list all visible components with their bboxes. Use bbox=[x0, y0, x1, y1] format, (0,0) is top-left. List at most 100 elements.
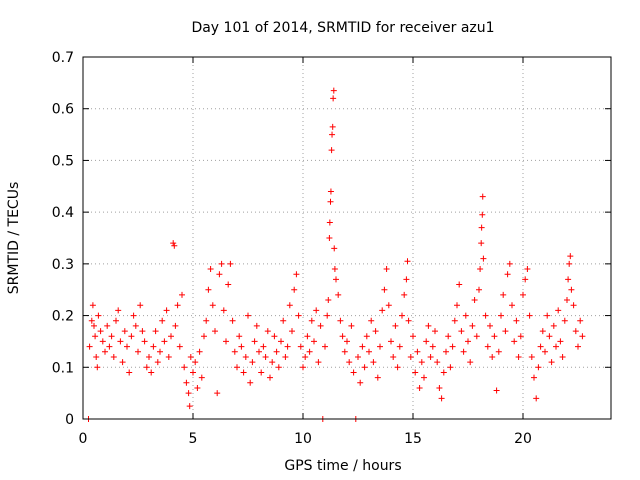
data-point bbox=[434, 359, 441, 366]
data-point bbox=[275, 364, 282, 371]
data-point bbox=[170, 240, 177, 247]
data-point bbox=[171, 242, 178, 249]
data-point bbox=[348, 322, 355, 329]
data-point bbox=[119, 359, 126, 366]
data-point bbox=[121, 328, 128, 335]
data-point bbox=[124, 343, 130, 350]
data-point bbox=[141, 338, 148, 345]
data-point bbox=[467, 359, 474, 366]
data-point bbox=[214, 390, 221, 397]
data-point bbox=[564, 297, 570, 304]
data-point bbox=[93, 353, 100, 360]
data-point bbox=[570, 302, 577, 309]
data-point bbox=[414, 348, 421, 355]
data-point bbox=[465, 338, 471, 345]
data-point bbox=[368, 317, 375, 324]
data-point bbox=[479, 211, 486, 218]
data-point bbox=[539, 328, 546, 335]
data-point bbox=[344, 338, 350, 345]
data-point bbox=[477, 266, 484, 273]
data-point bbox=[331, 266, 338, 273]
data-point bbox=[262, 353, 269, 360]
data-point bbox=[493, 387, 500, 394]
x-axis-label: GPS time / hours bbox=[284, 458, 401, 474]
y-tick-label: 0.2 bbox=[52, 309, 74, 325]
data-point bbox=[381, 286, 388, 293]
data-point bbox=[97, 328, 104, 335]
data-point bbox=[456, 281, 463, 288]
data-point bbox=[471, 297, 478, 304]
data-point bbox=[401, 291, 408, 298]
data-point bbox=[168, 333, 174, 340]
data-point bbox=[135, 348, 141, 355]
data-point bbox=[328, 147, 335, 154]
data-point bbox=[544, 312, 551, 319]
data-point bbox=[308, 317, 315, 324]
data-point bbox=[454, 302, 460, 309]
data-point bbox=[183, 379, 190, 386]
data-point bbox=[568, 286, 575, 293]
data-point bbox=[572, 328, 579, 335]
data-point bbox=[357, 379, 364, 386]
data-point bbox=[469, 322, 476, 329]
data-point bbox=[458, 328, 465, 335]
data-point bbox=[484, 343, 491, 350]
y-tick-label: 0.6 bbox=[52, 102, 74, 118]
data-point bbox=[165, 353, 172, 360]
data-point bbox=[443, 348, 449, 355]
y-tick-label: 0.3 bbox=[52, 257, 74, 273]
data-point bbox=[370, 359, 377, 366]
data-point bbox=[546, 333, 553, 340]
data-point bbox=[152, 328, 159, 335]
data-point bbox=[511, 338, 518, 345]
data-point bbox=[295, 312, 302, 319]
data-point bbox=[201, 333, 207, 340]
data-point bbox=[374, 374, 381, 381]
data-point bbox=[106, 343, 113, 350]
data-point bbox=[392, 322, 399, 329]
data-point bbox=[174, 302, 181, 309]
data-point bbox=[293, 271, 300, 278]
y-tick-label: 0 bbox=[65, 412, 74, 428]
data-point bbox=[557, 338, 564, 345]
data-point bbox=[192, 359, 199, 366]
data-point bbox=[223, 338, 229, 345]
data-point bbox=[317, 322, 324, 329]
data-point bbox=[341, 348, 348, 355]
data-point bbox=[154, 359, 161, 366]
x-tick-label: 15 bbox=[404, 431, 422, 447]
data-point bbox=[185, 390, 192, 397]
data-point bbox=[339, 333, 346, 340]
data-point bbox=[260, 343, 267, 350]
data-point bbox=[506, 260, 513, 267]
data-point bbox=[480, 255, 487, 262]
data-point bbox=[247, 379, 254, 386]
data-point bbox=[478, 224, 485, 231]
data-point bbox=[478, 240, 485, 247]
data-point bbox=[528, 353, 535, 360]
data-point bbox=[278, 338, 284, 345]
data-point bbox=[291, 286, 298, 293]
data-point bbox=[113, 317, 119, 324]
data-point bbox=[251, 338, 258, 345]
data-point bbox=[326, 219, 333, 226]
data-point bbox=[86, 343, 93, 350]
data-point bbox=[148, 369, 155, 376]
data-point bbox=[337, 317, 344, 324]
data-point bbox=[227, 260, 234, 267]
data-point bbox=[423, 338, 430, 345]
data-point bbox=[324, 312, 331, 319]
data-point bbox=[410, 333, 416, 340]
data-point bbox=[322, 343, 328, 350]
data-point bbox=[139, 328, 146, 335]
data-point bbox=[515, 353, 522, 360]
data-point bbox=[264, 328, 271, 335]
data-point bbox=[229, 317, 236, 324]
data-point bbox=[304, 333, 311, 340]
data-point bbox=[509, 302, 515, 309]
data-point bbox=[440, 369, 447, 376]
data-point bbox=[346, 359, 353, 366]
data-point bbox=[110, 353, 117, 360]
data-point bbox=[102, 348, 108, 355]
